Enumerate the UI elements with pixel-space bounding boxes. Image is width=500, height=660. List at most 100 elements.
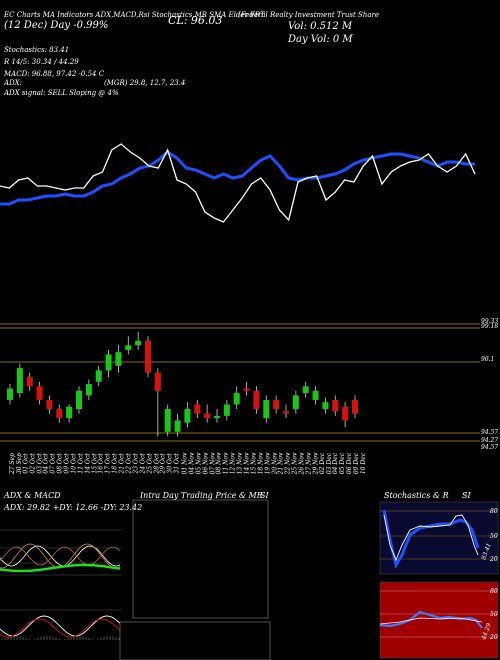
date-tick-label: 19 Nov (264, 452, 272, 475)
adx-signal: ADX signal: SELL Sloping @ 4% (4, 89, 119, 97)
candle-body (125, 345, 132, 350)
candle-body (352, 399, 358, 414)
candle-body (56, 409, 63, 419)
candle-body (223, 404, 230, 416)
price-level-label: 96.1 (481, 356, 495, 363)
price-level-label: 99.18 (481, 323, 499, 330)
candle-body (312, 390, 319, 400)
candle-body (26, 377, 33, 387)
date-tick-label: 27 Nov (305, 452, 313, 475)
stoch-level-80: 80 (490, 508, 498, 515)
header-tabs-text: EC Charts MA Indicators ADX,MACD,Rsi Sto… (4, 11, 265, 19)
date-tick-label: 15 Nov (250, 452, 258, 475)
price-level-label: 94.57 (481, 444, 499, 451)
candle-body (66, 406, 73, 419)
candle-body (16, 368, 23, 394)
company-name: (Federal Realty Investment Trust Share (238, 11, 379, 19)
date-tick-label: 24 Oct (139, 453, 147, 474)
stoch-panel (379, 501, 499, 575)
price-level-label: 99.33 (481, 318, 499, 325)
rsi-signal-line (379, 617, 483, 625)
date-tick-label: 02 Oct (29, 453, 37, 474)
adx-readout: ADX: (4, 79, 23, 87)
mgr-readout: (MGR) 29.8, 12.7, 23.4 (104, 79, 186, 87)
price-level-label: 94.57 (481, 429, 499, 436)
adx-panel-bg (0, 512, 122, 660)
candle-body (342, 406, 349, 421)
candle-body (76, 390, 82, 410)
close-price-line (0, 143, 476, 223)
candle-body (174, 420, 181, 432)
candle-body (302, 386, 309, 394)
candle-body (292, 395, 299, 410)
candle-body (332, 399, 339, 412)
date-tick-label: 14 Nov (243, 452, 251, 475)
candle-body (36, 386, 43, 400)
header-tabs: EC Charts MA Indicators ADX,MACD,Rsi Sto… (4, 11, 265, 19)
date-tick-label: 04 Nov (188, 452, 196, 475)
date-tick-label: 14 Oct (84, 453, 92, 474)
date-line: (12 Dec) Day -0.99% (4, 20, 108, 31)
candle-body (283, 411, 289, 414)
intraday-si: SI (260, 491, 269, 500)
candle-body (95, 370, 102, 382)
date-tick-label: 01 Oct (22, 453, 30, 474)
candle-body (154, 372, 161, 391)
rsi-level-80: 80 (490, 588, 498, 595)
date-tick-label: 22 Oct (125, 453, 133, 474)
r-readout: R 14/5: 30.34 / 44.29 (4, 58, 79, 66)
moving-average-line (0, 150, 475, 206)
date-tick-label: 18 Nov (257, 452, 265, 475)
date-tick-label: 06 Nov (202, 452, 210, 475)
intraday-mr-panel (119, 621, 271, 660)
date-tick-label: 05 Nov (195, 452, 203, 475)
stochastics-readout: Stochastics: 83.41 (4, 46, 70, 54)
date-tick-label: 23 Oct (132, 453, 140, 474)
rsi-panel (379, 581, 499, 659)
candle-body (7, 388, 13, 400)
date-tick-label: 27 Sep (9, 452, 17, 475)
adx-signal-line (0, 563, 121, 573)
day-change: -0.99% (73, 20, 109, 31)
macd-signal-line (0, 618, 121, 638)
date-tick-label: 01 Nov (181, 452, 189, 475)
candle-body (322, 402, 329, 410)
macd-readout: MACD: 96.88, 97.42 -0.54 C (4, 70, 105, 78)
stoch-si: SI (462, 491, 471, 500)
rsi-line (379, 610, 483, 629)
candle-body (273, 399, 280, 410)
close-price: CL: 96.03 (168, 14, 223, 27)
candle-body (105, 354, 112, 371)
macd-line (0, 615, 121, 637)
day-volume: Day Vol: 0 M (288, 34, 353, 45)
date-tick-label: 11 Oct (77, 453, 85, 474)
candle-body (46, 399, 53, 410)
candle-body (184, 409, 191, 423)
date-tick-label: 25 Oct (146, 453, 154, 474)
date-label: (12 Dec) Day (4, 20, 71, 31)
stoch-title: Stochastics & R (384, 491, 449, 500)
price-level-label: 94.27 (481, 437, 499, 444)
stoch-level-20: 20 (490, 556, 498, 563)
intraday-title: Intra Day Trading Price & MR (140, 491, 263, 500)
stoch-d-line (383, 514, 479, 562)
candle-body (115, 352, 122, 366)
candle-body (164, 409, 171, 432)
candle-body (85, 384, 92, 396)
date-tick-label: 09 Oct (63, 453, 71, 474)
candle-body (214, 415, 220, 419)
stoch-level-50: 50 (490, 533, 498, 540)
candle-body (233, 393, 240, 405)
date-tick-label: 10 Dec (360, 452, 368, 475)
date-tick-label: 31 Oct (173, 453, 181, 474)
rsi-level-50: 50 (490, 611, 498, 618)
adx-values: ADX: 29.82 +DY: 12.66 -DY: 23.42 (4, 503, 143, 512)
minus-dy-line (0, 546, 121, 566)
rsi-level-20: 20 (490, 634, 498, 641)
volume-value: Vol: 0.512 M (288, 21, 353, 32)
date-tick-label: 10 Oct (70, 453, 78, 474)
adx-line (0, 545, 121, 567)
candle-body (145, 340, 151, 373)
candle-body (204, 413, 211, 419)
